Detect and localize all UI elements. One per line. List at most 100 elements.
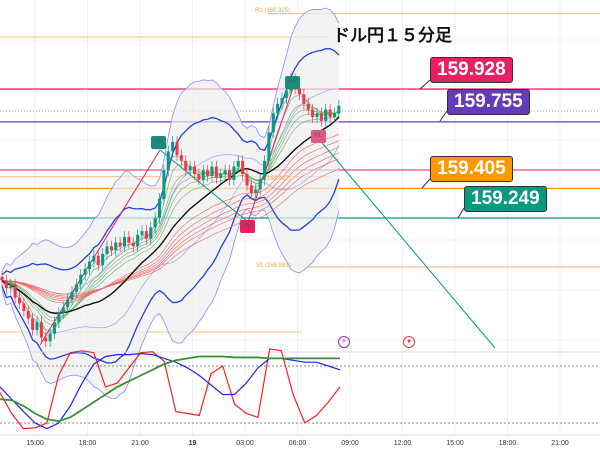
callout-pointer — [421, 178, 431, 189]
candle — [74, 284, 78, 292]
candle — [149, 227, 153, 239]
hh-marker[interactable]: HH — [151, 136, 166, 149]
gmma-long-ema-40 — [1, 146, 340, 300]
chart-title: ドル円１５分足 — [333, 26, 452, 46]
candle — [306, 103, 310, 110]
candle — [153, 217, 157, 228]
candle — [210, 166, 214, 177]
bollinger-band-fill — [2, 8, 339, 399]
candle — [171, 141, 175, 152]
candle — [48, 333, 52, 342]
price-callout-159928[interactable]: 159.928 — [430, 57, 513, 83]
candle — [258, 179, 262, 190]
callout-pointer — [419, 79, 431, 90]
x-tick-label: 15:00 — [446, 440, 464, 447]
candle — [254, 189, 258, 194]
candle — [206, 170, 210, 177]
candle — [245, 174, 249, 186]
price-callout-159405[interactable]: 159.405 — [430, 156, 513, 182]
candle — [188, 166, 192, 171]
trend-line — [39, 149, 161, 346]
bollinger-lower-1sd — [1, 144, 340, 334]
candle — [105, 246, 109, 254]
candle — [219, 174, 223, 178]
candle — [92, 255, 96, 262]
candle — [197, 174, 201, 180]
candle — [236, 160, 240, 167]
hh-marker[interactable]: HH — [285, 76, 300, 89]
candle — [109, 246, 113, 251]
candle — [123, 236, 126, 247]
candle — [284, 90, 288, 99]
candle — [144, 231, 148, 239]
candle — [9, 284, 13, 289]
x-tick-label: 21:00 — [131, 440, 149, 447]
gmma-long-ema-45 — [1, 152, 340, 298]
candle — [4, 280, 8, 289]
candle — [311, 109, 315, 118]
candle — [114, 242, 118, 251]
candle — [201, 170, 205, 180]
candle — [22, 303, 26, 311]
bollinger-lower-3sd — [1, 208, 340, 399]
candle — [179, 155, 183, 161]
candle — [127, 236, 131, 243]
candle — [166, 151, 170, 171]
trend-line — [159, 149, 249, 223]
pivot-label: (159.467) — [265, 176, 291, 182]
target-icon[interactable]: ● — [403, 336, 415, 348]
candle — [70, 291, 74, 300]
candle — [18, 297, 21, 304]
price-callout-159249[interactable]: 159.249 — [464, 186, 547, 212]
trend-line — [247, 87, 294, 223]
x-tick-label: 18:00 — [78, 440, 97, 447]
candle — [319, 113, 323, 121]
candle — [232, 166, 236, 180]
x-tick-label: 18:00 — [498, 440, 517, 447]
r1-label: R1 (160.325) — [255, 8, 291, 14]
candle — [337, 105, 341, 114]
candle — [31, 318, 35, 330]
candle — [214, 166, 218, 178]
candle — [324, 109, 328, 121]
bollinger-upper-1sd — [2, 88, 339, 295]
candle — [53, 322, 56, 334]
candle — [101, 253, 105, 266]
x-tick-label: 21:00 — [551, 440, 569, 447]
candle — [96, 255, 100, 266]
lightning-icon[interactable]: ⚡ — [338, 336, 350, 348]
x-tick-label: 09:00 — [341, 440, 359, 447]
candle — [228, 170, 231, 180]
candle — [35, 322, 39, 330]
bollinger-lower-2sd — [1, 178, 340, 364]
hl-marker[interactable]: HL — [311, 130, 326, 143]
candle — [333, 113, 336, 118]
gmma-long-ema-50 — [1, 158, 340, 297]
x-tick-label: 15:00 — [26, 440, 44, 447]
x-tick-label: 12:00 — [393, 440, 412, 447]
candle — [175, 141, 179, 156]
gmma-long-ema-30 — [1, 133, 339, 304]
candle — [280, 98, 284, 104]
candle — [184, 160, 188, 171]
candle — [61, 307, 65, 313]
callout-pointer — [439, 110, 448, 122]
candle — [118, 242, 122, 247]
gmma-long-ema-60 — [1, 168, 340, 295]
candle — [44, 337, 48, 342]
candle — [302, 94, 306, 104]
candle — [193, 166, 196, 175]
candle — [26, 310, 30, 319]
s1-label: S1 (158.991) — [256, 263, 291, 269]
candle — [223, 170, 227, 175]
candle — [276, 103, 280, 114]
candle — [39, 322, 43, 338]
hl-marker[interactable]: HL — [240, 220, 255, 233]
candle — [298, 88, 301, 95]
x-tick-label: 03:00 — [236, 440, 254, 447]
gmma-long-ema-35 — [1, 140, 340, 301]
candle — [267, 132, 271, 161]
candle — [79, 274, 83, 285]
price-callout-159755[interactable]: 159.755 — [447, 89, 530, 115]
